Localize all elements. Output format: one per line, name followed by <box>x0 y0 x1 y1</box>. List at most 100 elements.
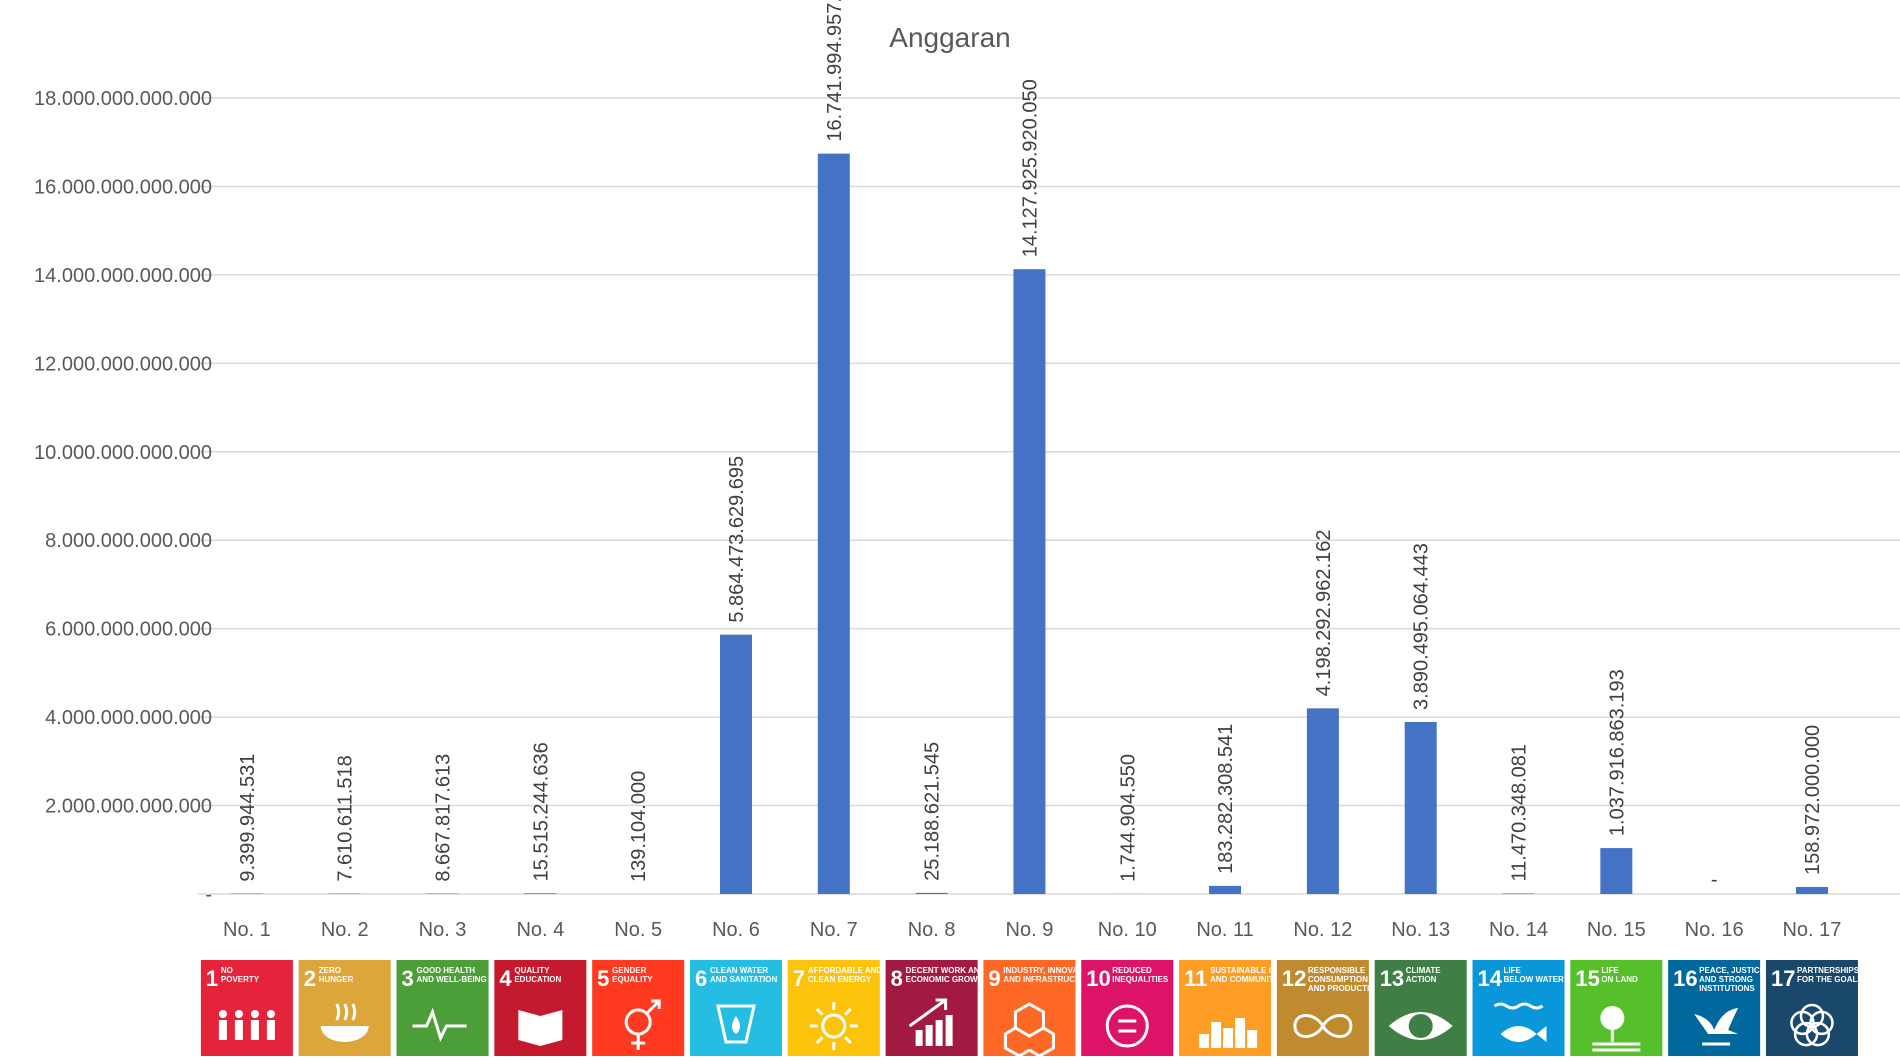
y-tick-label: 4.000.000.000.000 <box>45 707 212 729</box>
goal-number: 5 <box>597 966 609 991</box>
goal-caption: EQUALITY <box>612 975 653 984</box>
goal-caption: AND WELL-BEING <box>417 975 487 984</box>
bar <box>720 635 752 894</box>
goal-caption: CONSUMPTION <box>1308 975 1368 984</box>
goal-caption: AND PRODUCTION <box>1308 984 1382 993</box>
goal-number: 10 <box>1086 966 1110 991</box>
goal-number: 2 <box>304 966 316 991</box>
goal-caption: NO <box>221 966 233 975</box>
goal-caption: PEACE, JUSTICE <box>1699 966 1765 975</box>
x-tick-label: No. 11 <box>1196 919 1253 941</box>
x-tick-label: No. 12 <box>1293 919 1352 941</box>
y-tick-label: 10.000.000.000.000 <box>34 442 212 464</box>
goal-caption: CLEAN ENERGY <box>808 975 872 984</box>
goal-number: 7 <box>793 966 805 991</box>
data-label: 14.127.925.920.050 <box>1019 79 1041 257</box>
data-label: 15.515.244.636 <box>530 742 552 881</box>
y-tick-label: 12.000.000.000.000 <box>34 353 212 375</box>
bar <box>1405 722 1437 894</box>
x-tick-label: No. 8 <box>908 919 956 941</box>
goal-number: 16 <box>1673 966 1697 991</box>
goal-number: 13 <box>1380 966 1404 991</box>
y-axis-tick-labels: -2.000.000.000.0004.000.000.000.0006.000… <box>34 88 212 906</box>
bar <box>1013 269 1045 894</box>
bar <box>1796 887 1828 894</box>
data-label: 4.198.292.962.162 <box>1313 530 1335 697</box>
data-label: 25.188.621.545 <box>922 742 944 881</box>
goal-caption: EDUCATION <box>514 975 561 984</box>
goal-caption: GOOD HEALTH <box>417 966 476 975</box>
data-label: 1.744.904.550 <box>1117 754 1139 882</box>
data-label: 5.864.473.629.695 <box>726 456 748 623</box>
goal-caption: RESPONSIBLE <box>1308 966 1366 975</box>
x-tick-label: No. 5 <box>614 919 662 941</box>
goal-caption: BELOW WATER <box>1504 975 1565 984</box>
x-tick-label: No. 7 <box>810 919 858 941</box>
goal-caption: DECENT WORK AND <box>906 966 986 975</box>
x-tick-label: No. 2 <box>321 919 369 941</box>
data-label: 11.470.348.081 <box>1509 744 1531 882</box>
goal-caption: ECONOMIC GROWTH <box>906 975 989 984</box>
y-tick-label: 6.000.000.000.000 <box>45 619 212 641</box>
goal-caption: LIFE <box>1601 966 1619 975</box>
goal-caption: INSTITUTIONS <box>1699 984 1755 993</box>
data-label: 3.890.495.064.443 <box>1411 543 1433 710</box>
bar <box>916 893 948 894</box>
x-tick-label: No. 14 <box>1489 919 1548 941</box>
x-tick-label: No. 4 <box>516 919 564 941</box>
goal-caption: REDUCED <box>1112 966 1152 975</box>
goal-caption: CLIMATE <box>1406 966 1442 975</box>
bar <box>1503 893 1535 894</box>
goal-number: 15 <box>1575 966 1599 991</box>
data-label: 9.399.944.531 <box>237 754 259 882</box>
goal-number: 11 <box>1184 966 1207 991</box>
goal-caption: CLEAN WATER <box>710 966 768 975</box>
bar <box>1307 708 1339 894</box>
goal-caption: HUNGER <box>319 975 354 984</box>
y-tick-label: - <box>205 884 212 906</box>
goal-caption: ZERO <box>319 966 341 975</box>
goal-caption: INEQUALITIES <box>1112 975 1169 984</box>
data-label: 183.282.308.541 <box>1215 724 1237 874</box>
x-tick-label: No. 17 <box>1782 919 1841 941</box>
goal-caption: ON LAND <box>1601 975 1638 984</box>
data-label: 7.610.611.518 <box>335 755 357 881</box>
goal-caption: ACTION <box>1406 975 1437 984</box>
bar <box>1600 848 1632 894</box>
goal-number: 8 <box>891 966 903 991</box>
goal-number: 3 <box>402 966 414 991</box>
goal-number: 4 <box>499 966 512 991</box>
y-tick-label: 14.000.000.000.000 <box>34 265 212 287</box>
goal-caption: AFFORDABLE AND <box>808 966 883 975</box>
x-tick-label: No. 16 <box>1685 919 1744 941</box>
goal-number: 1 <box>206 966 218 991</box>
x-tick-label: No. 6 <box>712 919 760 941</box>
goal-caption: POVERTY <box>221 975 260 984</box>
goal-caption: GENDER <box>612 966 646 975</box>
chart-title: Anggaran <box>0 22 1900 54</box>
goal-number: 14 <box>1478 966 1503 991</box>
bar <box>524 893 556 894</box>
data-label: 1.037.916.863.193 <box>1606 669 1628 836</box>
x-tick-label: No. 3 <box>419 919 467 941</box>
x-tick-label: No. 13 <box>1391 919 1450 941</box>
y-tick-label: 18.000.000.000.000 <box>34 88 212 110</box>
